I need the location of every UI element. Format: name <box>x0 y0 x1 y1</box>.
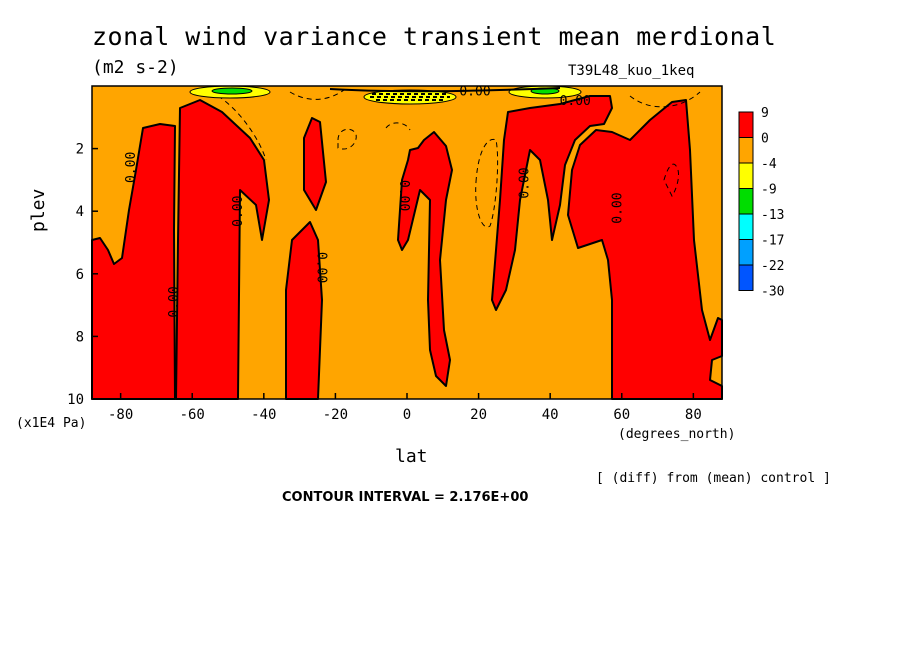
x-axis-unit: (degrees_north) <box>618 427 736 442</box>
legend-swatch <box>738 162 754 189</box>
legend-label: -30 <box>761 285 784 300</box>
legend-swatch <box>738 239 754 266</box>
legend-label: -22 <box>761 259 784 274</box>
y-axis-ticks: 2 4 6 8 10 <box>67 142 98 408</box>
dashed-contour-4 <box>475 138 499 228</box>
contour-label: 0.00 <box>518 167 533 198</box>
x-tick-label: -40 <box>251 407 276 423</box>
y-tick-label: 10 <box>67 392 84 408</box>
x-axis-ticks: -80 -60 -40 -20 0 20 40 60 80 <box>108 393 702 423</box>
dashed-contour-5 <box>663 163 679 197</box>
dashed-contour-7 <box>289 89 345 100</box>
x-tick-label: -80 <box>108 407 133 423</box>
red-region-minus30-lower <box>285 221 323 400</box>
legend-label: -4 <box>761 157 777 172</box>
chart-title: zonal wind variance transient mean merdi… <box>92 22 777 51</box>
positive-regions <box>91 95 723 400</box>
top-contour-line <box>329 87 561 93</box>
legend-label: -13 <box>761 208 784 223</box>
dashed-contour-3 <box>385 122 411 131</box>
color-legend: 9 0 -4 -9 -13 -17 -22 -30 <box>738 106 784 300</box>
contour-label: 0.00 <box>124 152 139 183</box>
red-region-north-subtrop <box>491 95 613 311</box>
legend-swatch <box>738 111 754 138</box>
dashed-contour-6 <box>629 91 701 108</box>
legend-swatch <box>738 188 754 215</box>
x-tick-label: 40 <box>542 407 559 423</box>
red-region-equator <box>397 131 453 387</box>
top-cell-south-core <box>211 87 253 95</box>
y-tick-label: 2 <box>76 142 84 158</box>
x-tick-label: 60 <box>613 407 630 423</box>
contour-label: 0.00 <box>167 286 182 317</box>
top-cell-center-hatch <box>370 93 450 101</box>
dashed-contour-2 <box>337 128 357 150</box>
legend-label: 9 <box>761 106 769 121</box>
contour-label: 0.00 <box>560 94 591 109</box>
top-negative-cells <box>189 85 582 105</box>
y-tick-label: 8 <box>76 329 84 345</box>
run-name: T39L48_kuo_1keq <box>568 63 695 79</box>
contour-interval: CONTOUR INTERVAL = 2.176E+00 <box>282 490 529 505</box>
legend-label: -9 <box>761 183 777 198</box>
legend-swatch <box>738 264 754 291</box>
x-tick-label: -20 <box>323 407 348 423</box>
x-tick-label: 0 <box>403 407 411 423</box>
contour-label: 0.00 <box>611 192 626 223</box>
contour-label: 0.00 <box>231 196 246 227</box>
red-region-north-midlat <box>567 99 723 400</box>
contour-label: 0.00 <box>314 252 329 283</box>
x-tick-label: -60 <box>180 407 205 423</box>
x-tick-label: 80 <box>685 407 702 423</box>
legend-swatch <box>738 137 754 164</box>
contour-labels: 0.00 0.00 0.00 0.00 0.00 0.00 0.00 0.00 0.00 <box>124 85 626 318</box>
legend-label: -17 <box>761 234 784 249</box>
contour-label: 0.00 <box>459 85 490 100</box>
contour-label: 0.00 <box>396 180 411 211</box>
y-axis-unit: (x1E4 Pa) <box>16 416 87 431</box>
legend-swatch <box>738 213 754 240</box>
chart-units: (m2 s-2) <box>92 57 179 78</box>
dashed-contour-1 <box>217 95 267 161</box>
legend-label: 0 <box>761 132 769 147</box>
x-tick-label: 20 <box>470 407 487 423</box>
y-tick-label: 6 <box>76 267 84 283</box>
y-tick-label: 4 <box>76 204 84 220</box>
red-region-minus30-upper <box>303 117 327 211</box>
difference-note: [ (diff) from (mean) control ] <box>596 471 831 486</box>
negative-contours <box>217 89 701 228</box>
x-axis-label: lat <box>395 446 428 467</box>
